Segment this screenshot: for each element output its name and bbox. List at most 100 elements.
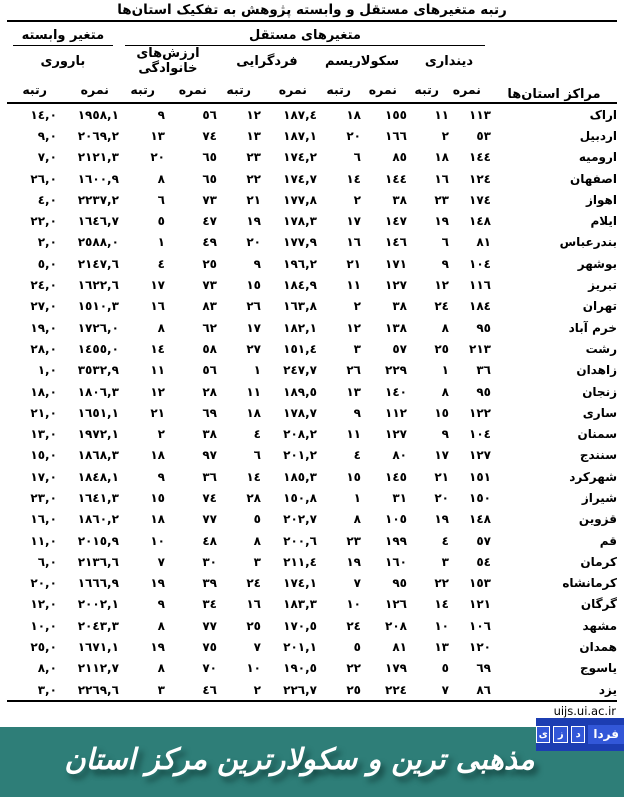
value-cell: ٦٩ xyxy=(202,405,217,420)
value-cell: ١ xyxy=(157,235,165,250)
table-row: قم ٥٧ ٤ ١٩٩ ٢٣ ٢٠٠,٦ ٨ ٤٨ ١٠ ٢٠١٥,٩ ١١,٠ xyxy=(7,530,617,551)
province-name: سنندج xyxy=(579,448,617,463)
value-cell: ٩ xyxy=(253,256,261,271)
value-cell: ٩,٠ xyxy=(37,128,57,143)
province-name: اهواز xyxy=(586,192,617,207)
value-cell: ١ xyxy=(253,363,261,378)
value-cell: ١٨٩,٥ xyxy=(283,384,317,399)
value-cell: ١٤٧ xyxy=(385,214,407,229)
value-cell: ٢٧,٠ xyxy=(30,299,57,314)
table-row: مشهد ١٠٦ ١٠ ٢٠٨ ٢٤ ١٧٠,٥ ٢٥ ٧٧ ٨ ٢٠٤٣,٣ ١٠,٠ xyxy=(7,615,617,636)
table-row: قزوین ١٤٨ ١٩ ١٠٥ ٨ ٢٠٢,٧ ٥ ٧٧ ١٨ ١٨٦٠,٢ ١٦,٠ xyxy=(7,509,617,530)
value-cell: ٢٢٩ xyxy=(385,363,407,378)
value-cell: ١٣ xyxy=(150,128,165,143)
value-cell: ١٤٤ xyxy=(469,150,491,165)
value-cell: ٢٤ xyxy=(346,618,361,633)
value-cell: ١٢,٠ xyxy=(30,597,57,612)
value-cell: ١٤٨ xyxy=(469,214,491,229)
value-cell: ٢٢٦,٧ xyxy=(283,682,317,697)
value-cell: ٦٥ xyxy=(202,150,217,165)
value-cell: ٢١٢١,٣ xyxy=(77,150,119,165)
value-cell: ١٨٦٠,٢ xyxy=(77,512,119,527)
value-cell: ٤ xyxy=(157,256,165,271)
value-cell: ٤٩ xyxy=(202,235,217,250)
value-cell: ٢٢ xyxy=(434,576,449,591)
value-cell: ٩٧ xyxy=(202,448,217,463)
value-cell: ٣٦ xyxy=(202,469,217,484)
value-cell: ١٢٧ xyxy=(385,427,407,442)
value-cell: ١٦ xyxy=(150,299,165,314)
value-cell: ١٦٤٦,٧ xyxy=(77,214,119,229)
variable-family-values: ارزش‌های خانوادگی xyxy=(136,46,200,76)
value-cell: ٣٥٣٢,٩ xyxy=(77,363,119,378)
value-cell: ٢ xyxy=(157,427,165,442)
value-cell: ١١٢ xyxy=(385,405,407,420)
provinces-column-header: مراکز استان‌ها xyxy=(491,21,617,104)
province-name: قم xyxy=(599,533,617,548)
value-cell: ١٨ xyxy=(346,107,361,122)
value-cell: ١٧ xyxy=(246,320,261,335)
value-cell: ٢١ xyxy=(246,192,261,207)
value-cell: ١٥١ xyxy=(469,469,491,484)
value-cell: ١٧٤,١ xyxy=(283,576,317,591)
value-cell: ١٤٥٥,٠ xyxy=(77,341,119,356)
province-name: زاهدان xyxy=(576,363,617,378)
table-row: یاسوج ٦٩ ٥ ١٧٩ ٢٢ ١٩٠,٥ ١٠ ٧٠ ٨ ٢١١٢,٧ ٨,٠ xyxy=(7,658,617,679)
value-cell: ١٦,٠ xyxy=(30,512,57,527)
value-cell: ٨ xyxy=(157,320,165,335)
value-cell: ١٠٤ xyxy=(469,256,491,271)
value-cell: ١٠ xyxy=(150,533,165,548)
table-row: زنجان ٩٥ ٨ ١٤٠ ١٣ ١٨٩,٥ ١١ ٢٨ ١٢ ١٨٠٦,٣ ١٨,٠ xyxy=(7,381,617,402)
value-cell: ١٨٢,١ xyxy=(283,320,317,335)
value-cell: ١٣ xyxy=(246,128,261,143)
value-cell: ١٤ xyxy=(434,597,449,612)
value-cell: ٢٠ xyxy=(246,235,261,250)
value-cell: ٢٤٧,٧ xyxy=(283,363,317,378)
province-name: کرمانشاه xyxy=(562,576,617,591)
value-cell: ١٢٧ xyxy=(469,448,491,463)
value-cell: ١٠ xyxy=(346,597,361,612)
province-name: گرگان xyxy=(580,597,617,612)
independent-variables-label: متغیرهای مستقل xyxy=(124,28,485,46)
value-cell: ٥٨ xyxy=(202,341,217,356)
value-cell: ١٩,٠ xyxy=(30,320,57,335)
value-cell: ٥٦ xyxy=(202,363,217,378)
value-cell: ١٠,٠ xyxy=(30,618,57,633)
value-cell: ٢٥,٠ xyxy=(30,640,57,655)
value-cell: ١٤٦ xyxy=(385,235,407,250)
value-cell: ٢١٤٧,٦ xyxy=(77,256,119,271)
table-row: یزد ٨٦ ٧ ٢٢٤ ٢٥ ٢٢٦,٧ ٢ ٤٦ ٣ ٢٢٦٩,٦ ٣,٠ xyxy=(7,679,617,701)
value-cell: ٦ xyxy=(157,192,165,207)
value-cell: ٧٠ xyxy=(202,661,217,676)
value-cell: ١٠٥ xyxy=(385,512,407,527)
value-cell: ٢٨,٠ xyxy=(30,341,57,356)
value-cell: ١٠٤ xyxy=(469,427,491,442)
value-cell: ٩ xyxy=(441,256,449,271)
value-cell: ٨ xyxy=(157,618,165,633)
value-cell: ٢١١٢,٧ xyxy=(77,661,119,676)
value-cell: ٨٥ xyxy=(392,150,407,165)
value-cell: ١٢ xyxy=(246,107,261,122)
value-cell: ١٦ xyxy=(434,171,449,186)
value-cell: ٥ xyxy=(157,214,165,229)
value-cell: ٢١١,٤ xyxy=(283,554,317,569)
value-cell: ١٨ xyxy=(150,512,165,527)
province-name: شهرکرد xyxy=(569,469,617,484)
value-cell: ٩ xyxy=(353,405,361,420)
value-cell: ٢٥ xyxy=(202,256,217,271)
value-cell: ١٣ xyxy=(346,384,361,399)
value-cell: ١٢ xyxy=(150,384,165,399)
value-cell: ١ xyxy=(441,363,449,378)
province-name: همدان xyxy=(579,640,617,655)
variable-fertility: باروری xyxy=(40,53,86,69)
value-cell: ١٤٥ xyxy=(385,469,407,484)
value-cell: ٩ xyxy=(157,469,165,484)
value-cell: ١٨٧,٤ xyxy=(283,107,317,122)
value-cell: ١١ xyxy=(150,363,165,378)
value-cell: ٢١,٠ xyxy=(30,405,57,420)
value-cell: ٥ xyxy=(441,661,449,676)
value-cell: ١٩٧٢,١ xyxy=(77,427,119,442)
value-cell: ١,٠ xyxy=(37,363,57,378)
table-row: سمنان ١٠٤ ٩ ١٢٧ ١١ ٢٠٨,٢ ٤ ٣٨ ٢ ١٩٧٢,١ ١٣,٠ xyxy=(7,423,617,444)
variable-secularism: سکولاریسم xyxy=(325,53,399,69)
